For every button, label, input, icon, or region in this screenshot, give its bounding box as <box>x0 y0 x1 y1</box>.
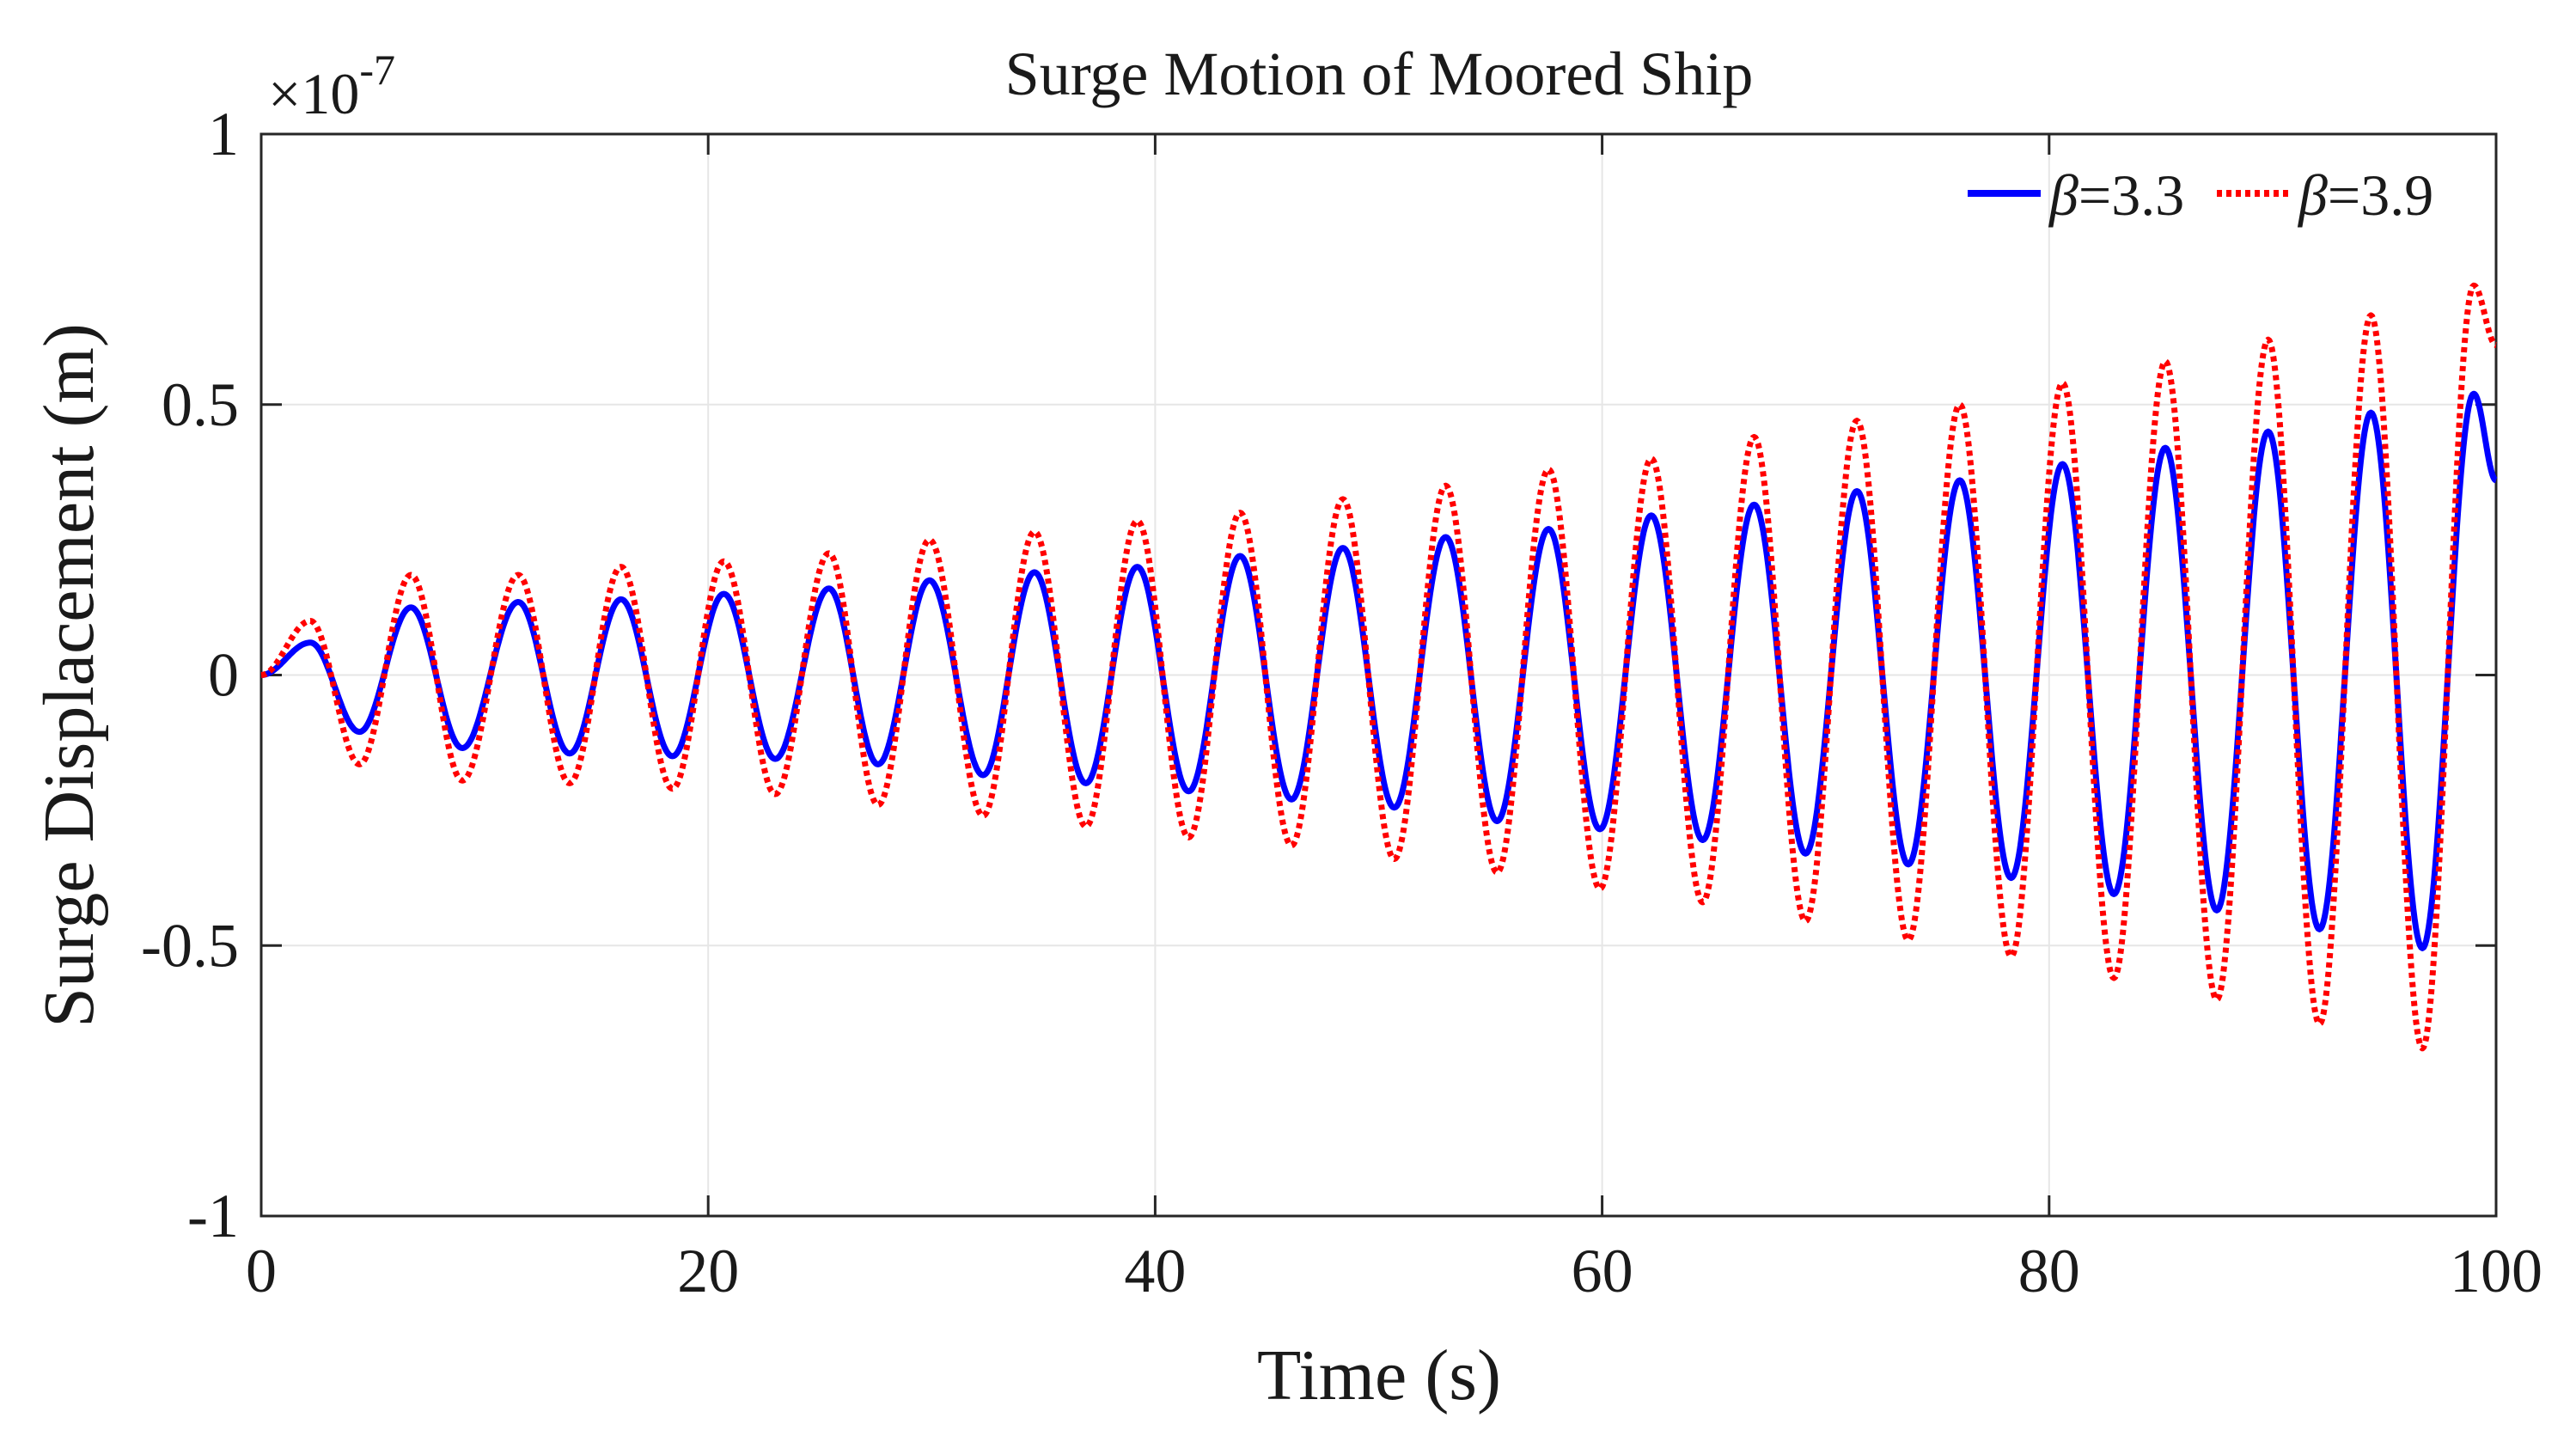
x-tick-label: 40 <box>1124 1237 1186 1305</box>
grid-lines <box>261 134 2496 1216</box>
series-line-beta-3-9 <box>259 282 2499 1052</box>
x-axis-label: Time (s) <box>1257 1335 1501 1415</box>
x-tick-label: 100 <box>2450 1237 2542 1305</box>
series-lines <box>259 282 2499 1052</box>
axis-ticks: 0 20 40 60 80 100 -1 -0.5 0 0.5 1 <box>141 100 2542 1305</box>
x-tick-label: 60 <box>1572 1237 1633 1305</box>
y-axis-label: Surge Displacement (m) <box>29 323 109 1028</box>
x-tick-label: 20 <box>677 1237 739 1305</box>
x-tick-label: 0 <box>246 1237 277 1305</box>
y-tick-label: 0.5 <box>162 370 239 439</box>
y-tick-label: 1 <box>208 100 239 168</box>
y-tick-label: -0.5 <box>141 911 239 980</box>
y-tick-label: 0 <box>208 641 239 710</box>
legend-label-beta-3-3: β=3.3 <box>2048 162 2184 228</box>
legend: β=3.3 β=3.9 <box>1968 162 2433 228</box>
y-axis-multiplier: ×10-7 <box>268 46 395 126</box>
y-tick-label: -1 <box>187 1182 239 1250</box>
chart-title: Surge Motion of Moored Ship <box>1005 40 1754 108</box>
legend-label-beta-3-9: β=3.9 <box>2297 162 2433 228</box>
x-tick-label: 80 <box>2018 1237 2080 1305</box>
